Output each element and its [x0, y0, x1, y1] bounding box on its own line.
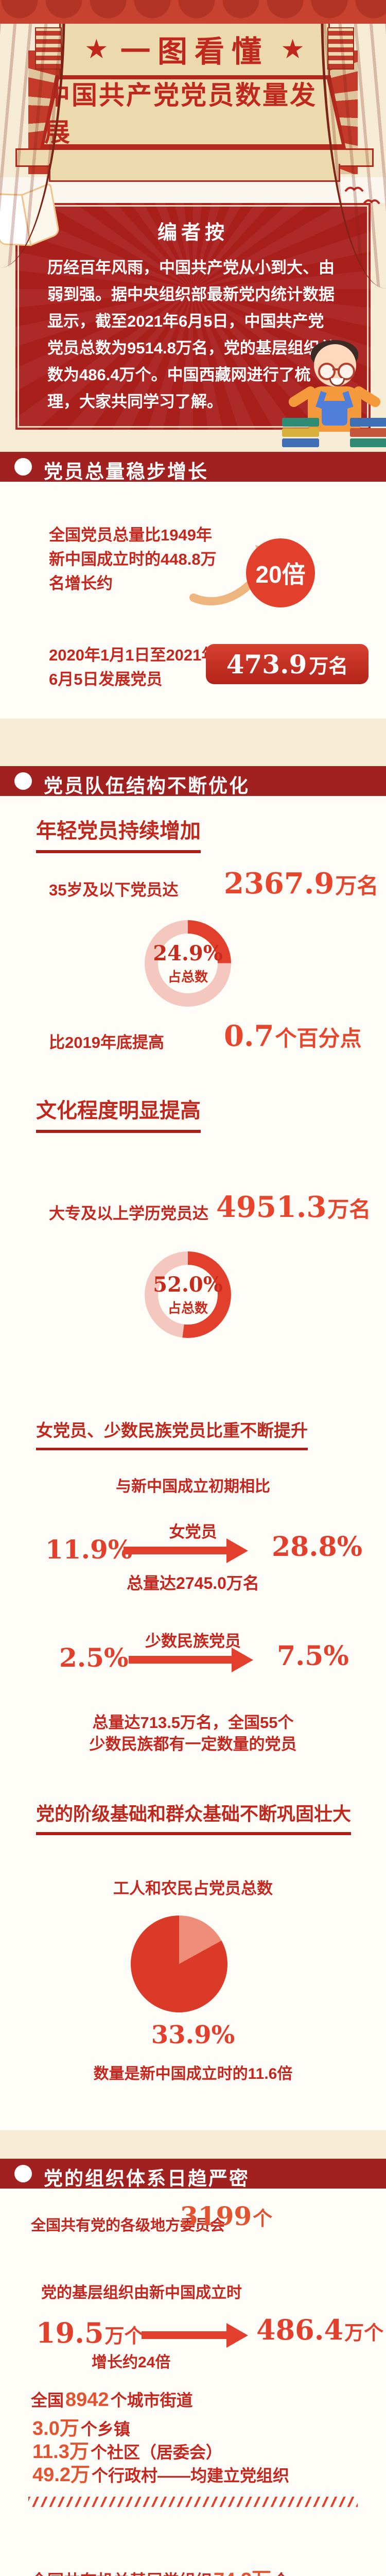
bullet-dot-icon	[14, 2165, 32, 2182]
women-to-percent: 28.8%	[272, 1531, 363, 1563]
grassroots-from-unit: 万个	[104, 2326, 144, 2347]
books-stack-icon	[350, 416, 386, 447]
developed-label: 2020年1月1日至2021年6月5日发展党员	[49, 646, 218, 688]
books-stack-icon	[282, 416, 319, 447]
subsection-title-young: 年轻党员持续增加	[36, 814, 201, 853]
coverage-row: 全国8942个城市街道	[31, 2389, 193, 2411]
subsection-title-class-base: 党的阶级基础和群众基础不断巩固壮大	[36, 1799, 352, 1835]
mascot-boy-illustration	[282, 340, 386, 452]
pie-note: 数量是新中国成立时的11.6倍	[93, 2065, 293, 2082]
right-arrow-icon	[129, 1656, 232, 1664]
committees-label: 全国共有党的各级地方委员会	[31, 2217, 225, 2234]
donut-caption: 占总数	[167, 1300, 208, 1316]
grassroots-to-number: 486.4	[256, 2313, 344, 2346]
education-unit: 万名	[327, 1197, 371, 1222]
women-arrow-label: 女党员	[169, 1523, 217, 1541]
right-arrow-icon	[124, 1547, 226, 1554]
minority-to-percent: 7.5%	[277, 1640, 349, 1672]
young-number: 2367.9	[224, 867, 335, 901]
editor-note-title: 编者按	[157, 222, 229, 244]
section-title: 党的组织体系日趋严密	[44, 2168, 250, 2189]
donut-percent: 24.9%	[153, 941, 223, 965]
grassroots-note: 增长约24倍	[92, 2354, 171, 2371]
ribbon-banner: ★ 一图看懂 ★	[35, 19, 354, 79]
grassroots-from-number: 19.5	[36, 2316, 104, 2349]
page-title: 中国共产党党员数量发展	[44, 81, 317, 147]
minority-arrow-label: 少数民族党员	[145, 1632, 241, 1650]
star-icon: ★	[282, 36, 304, 62]
slash-divider	[28, 2497, 358, 2507]
coverage-row: 11.3万个社区（居委会）	[32, 2441, 222, 2463]
section-title: 党员总量稳步增长	[44, 461, 208, 482]
ribbon-label: 一图看懂	[120, 35, 269, 69]
minority-from-percent: 2.5%	[59, 1642, 129, 1673]
section-band-structure: 党员队伍结构不断优化	[0, 766, 386, 796]
coverage-row: 3.0万个乡镇	[32, 2418, 130, 2439]
org-stat-row: 全国共有机关基层党组织74.2万个	[31, 2564, 289, 2576]
women-note: 总量达2745.0万名	[127, 1574, 259, 1592]
grassroots-label: 党的基层组织由新中国成立时	[41, 2284, 242, 2301]
grassroots-to-unit: 万个	[344, 2323, 384, 2344]
minority-note-line1: 总量达713.5万名，全国55个	[92, 1714, 294, 1732]
developed-unit: 万名	[309, 655, 348, 677]
education-label: 大专及以上学历党员达	[49, 1205, 208, 1223]
section-title: 党员队伍结构不断优化	[44, 775, 250, 796]
young-compare-number: 0.7	[224, 1019, 274, 1053]
minority-note-line2: 少数民族都有一定数量的党员	[89, 1735, 297, 1753]
young-unit: 万名	[335, 874, 379, 898]
subsection-title-women-minority: 女党员、少数民族党员比重不断提升	[36, 1417, 308, 1450]
pie-percent: 33.9%	[151, 2021, 235, 2049]
growth-label: 全国党员总量比1949年新中国成立时的448.8万名增长约	[49, 526, 217, 592]
section-band-organization: 党的组织体系日趋严密	[0, 2159, 386, 2189]
donut-chart-education: 52.0% 占总数	[145, 1251, 231, 1338]
subsection-title-education: 文化程度明显提高	[36, 1094, 201, 1133]
developed-value-box: 473.9 万名	[206, 644, 369, 684]
editor-note-body: 历经百年风雨，中国共产党从小到大、由弱到强。据中央组织部最新党内统计数据显示，截…	[47, 259, 336, 411]
donut-percent: 52.0%	[153, 1273, 223, 1297]
education-number: 4951.3	[216, 1190, 327, 1224]
bullet-dot-icon	[14, 458, 32, 476]
young-compare-label: 比2019年底提高	[49, 1033, 164, 1052]
section-organization-body	[0, 2189, 386, 2576]
pie-chart-workers-farmers	[131, 1916, 227, 2012]
star-icon: ★	[85, 36, 107, 62]
donut-caption: 占总数	[167, 969, 208, 985]
section-structure-body	[0, 796, 386, 2130]
right-arrow-icon	[142, 2331, 226, 2339]
young-label: 35岁及以下党员达	[49, 881, 179, 899]
developed-number: 473.9	[226, 649, 307, 680]
donut-chart-young: 24.9% 占总数	[145, 920, 231, 1007]
title-plaque: 中国共产党党员数量发展	[40, 75, 346, 148]
committees-unit: 个	[253, 2208, 273, 2230]
young-compare-unit: 个百分点	[275, 1026, 362, 1050]
growth-badge: 20倍	[246, 538, 315, 607]
bullet-dot-icon	[14, 772, 32, 790]
plaque-pedestal-step	[49, 164, 340, 182]
pie-caption: 工人和农民占党员总数	[113, 1879, 273, 1897]
committees-number: 3199	[180, 2201, 252, 2231]
section-band-total-growth: 党员总量稳步增长	[0, 452, 386, 482]
women-from-percent: 11.9%	[45, 1534, 133, 1565]
curtain-valance	[0, 0, 386, 24]
women-minority-subtitle: 与新中国成立初期相比	[116, 1478, 270, 1495]
coverage-row: 49.2万个行政村——均建立党组织	[32, 2464, 289, 2486]
